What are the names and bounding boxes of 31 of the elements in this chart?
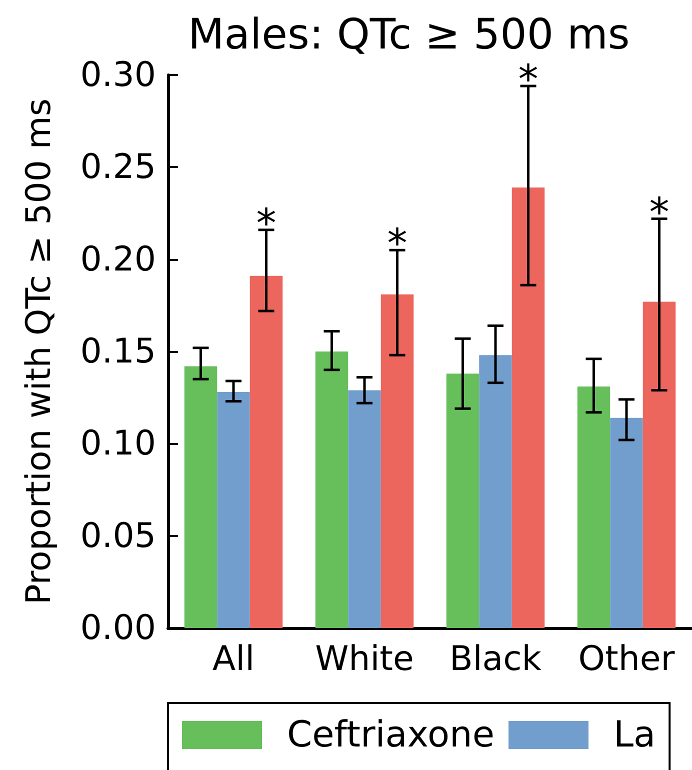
bar (348, 390, 381, 628)
legend-label: La (613, 714, 656, 756)
x-tick-label: Other (578, 639, 675, 679)
bar (315, 352, 348, 628)
annotation: * (256, 200, 276, 247)
bar (250, 276, 283, 628)
bar (642, 302, 676, 628)
y-tick-label: 0.30 (80, 55, 156, 95)
y-tick-label: 0.05 (80, 516, 156, 556)
y-tick-label: 0.00 (80, 608, 156, 648)
y-axis-title: Proportion with QTc ≥ 500 ms (19, 98, 59, 605)
bar (184, 366, 218, 628)
x-tick-label: White (315, 639, 414, 679)
bar (479, 355, 512, 628)
bar (217, 392, 250, 628)
bar (380, 294, 414, 628)
x-tick-label: Black (450, 639, 542, 679)
annotation: * (387, 221, 408, 268)
bar (577, 386, 610, 628)
bar (512, 187, 545, 628)
y-tick-label: 0.15 (80, 332, 156, 372)
annotation: * (518, 57, 538, 104)
y-tick-label: 0.25 (80, 147, 156, 188)
bar (446, 374, 480, 628)
x-tick-label: All (212, 639, 255, 679)
y-tick-label: 0.10 (80, 424, 156, 464)
y-tick-label: 0.20 (80, 239, 156, 280)
annotation: * (649, 190, 670, 236)
chart-title: Males: QTc ≥ 500 ms (188, 10, 630, 58)
bar (610, 418, 643, 628)
legend-label: Ceftriaxone (287, 714, 494, 756)
